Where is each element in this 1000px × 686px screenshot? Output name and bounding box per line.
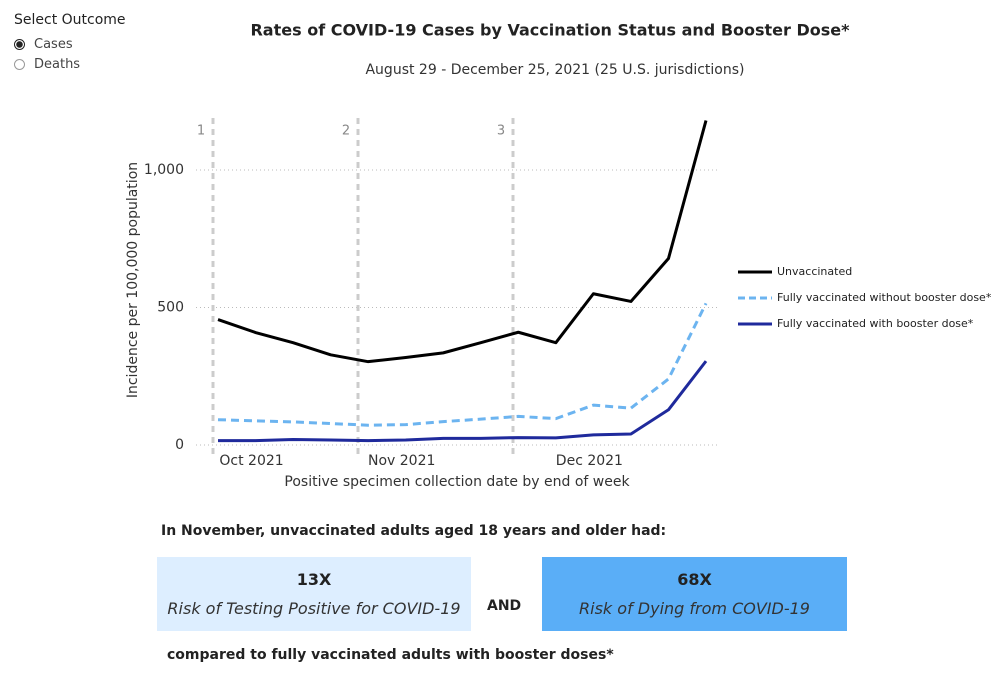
cases-value: 13X [296, 570, 332, 589]
y-axis-label: Incidence per 100,000 population [125, 162, 141, 398]
x-tick-label: Oct 2021 [219, 453, 283, 469]
radio-group: Cases Deaths [14, 34, 80, 74]
legend-label: Fully vaccinated with booster dose* [777, 317, 974, 330]
series-line [217, 120, 708, 364]
radio-option[interactable]: Cases [14, 34, 80, 54]
headline: In November, unvaccinated adults aged 18… [161, 523, 667, 539]
radio-dot [14, 38, 25, 50]
y-tick-label: 0 [175, 437, 184, 453]
radio-label: Deaths [34, 56, 81, 72]
radio-option[interactable]: Deaths [14, 54, 80, 74]
chart-subtitle: August 29 - December 25, 2021 (25 U.S. j… [365, 62, 744, 78]
x-tick-label: Dec 2021 [556, 453, 623, 469]
annotation-label: 1 [197, 124, 205, 139]
legend-label: Fully vaccinated without booster dose* [777, 291, 992, 304]
y-tick-label: 1,000 [144, 162, 184, 178]
chart: Rates of COVID-19 Cases by Vaccination S… [125, 21, 992, 491]
radio-dot [14, 58, 25, 70]
x-axis-label: Positive specimen collection date by end… [284, 474, 630, 490]
connector: AND [487, 598, 522, 614]
deaths-box: 68X Risk of Dying from COVID-19 [542, 557, 847, 631]
cases-box: 13X Risk of Testing Positive for COVID-1… [157, 557, 471, 631]
annotation-label: 2 [342, 124, 350, 139]
radio-label: Cases [34, 36, 73, 52]
series-line [217, 302, 708, 427]
legend-label: Unvaccinated [777, 265, 852, 278]
y-tick-label: 500 [157, 300, 184, 316]
x-tick-label: Nov 2021 [368, 453, 435, 469]
cases-label: Risk of Testing Positive for COVID-19 [167, 599, 461, 618]
deaths-label: Risk of Dying from COVID-19 [579, 599, 810, 618]
chart-title: Rates of COVID-19 Cases by Vaccination S… [250, 21, 850, 40]
footer: compared to fully vaccinated adults with… [167, 647, 614, 663]
filter-title: Select Outcome [14, 12, 126, 28]
series-line [218, 360, 708, 443]
annotation-label: 3 [497, 124, 505, 139]
deaths-value: 68X [677, 570, 712, 589]
